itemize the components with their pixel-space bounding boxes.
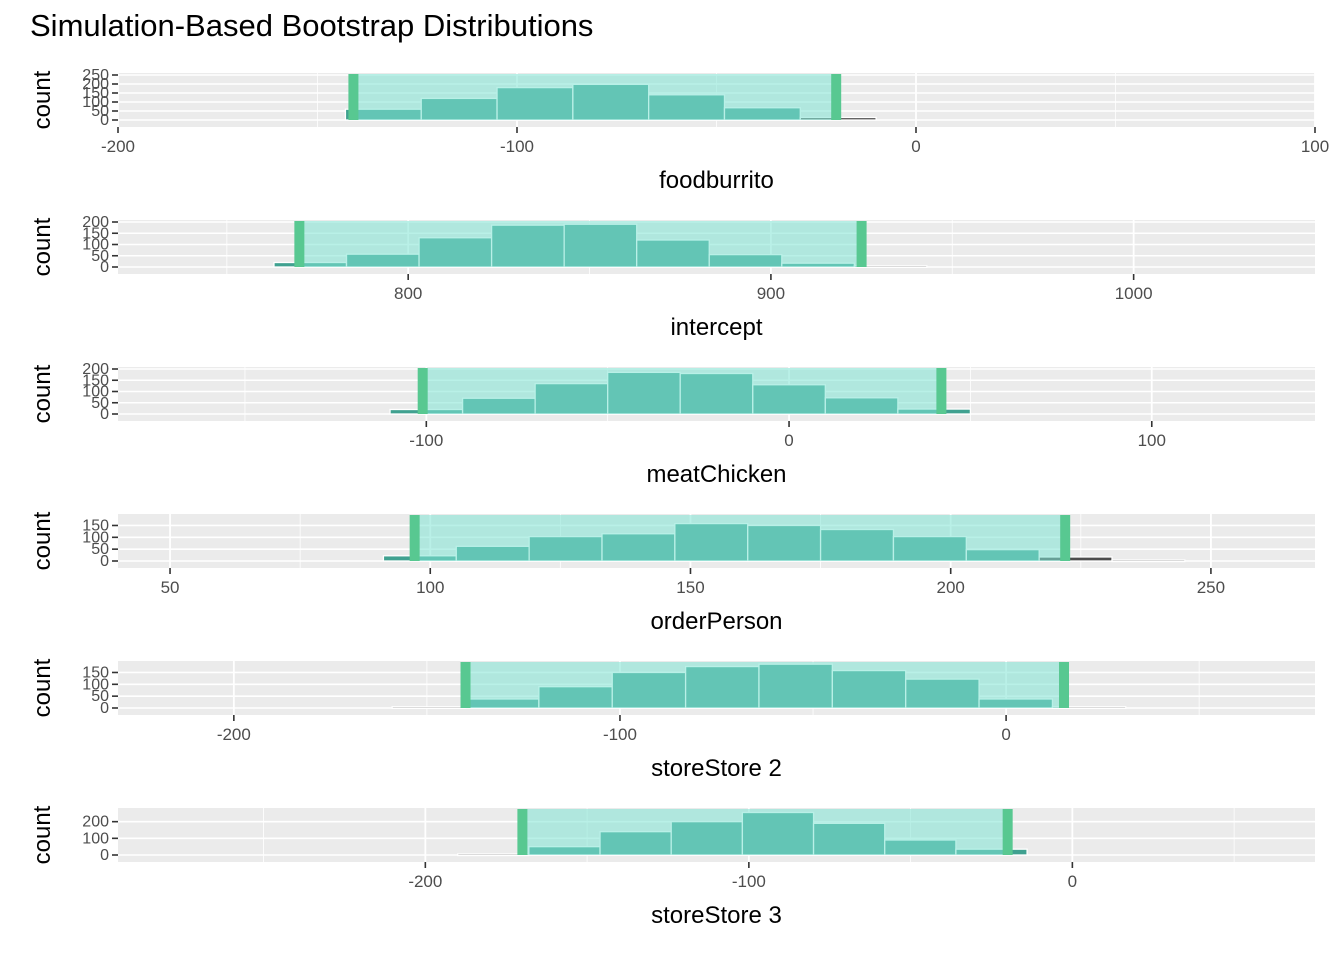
y-tick-label: 0 [100,553,109,570]
x-tick-label: 250 [1197,578,1225,597]
x-tick-label: 150 [676,578,704,597]
x-tick-label: 0 [1001,725,1010,744]
x-tick-label: 200 [937,578,965,597]
ci-upper-bound [856,221,867,267]
x-tick-label: 900 [757,284,785,303]
x-tick-label: -200 [101,137,135,156]
y-tick-label: 200 [82,814,109,831]
y-tick-label: 50 [91,395,109,412]
x-axis-title: meatChicken [646,461,786,488]
y-tick-label: 50 [91,541,109,558]
x-tick-label: 100 [1301,137,1329,156]
histogram-bar [391,706,467,709]
ci-upper-bound [936,368,947,414]
x-tick-label: 0 [1068,872,1077,891]
y-tick-label: 0 [100,847,109,864]
x-tick-label: -100 [603,725,637,744]
y-tick-label: 0 [100,406,109,423]
x-tick-label: 100 [416,578,444,597]
y-tick-label: 200 [82,214,109,231]
y-axis-title: count [29,217,56,276]
y-tick-label: 150 [82,664,109,681]
ci-upper-bound [1002,809,1013,855]
x-tick-label: 1000 [1115,284,1153,303]
ci-band [422,368,942,414]
y-tick-label: 100 [82,676,109,693]
ci-band [414,515,1066,561]
y-tick-label: 100 [82,830,109,847]
y-tick-label: 100 [82,384,109,401]
y-tick-label: 0 [100,700,109,717]
y-tick-label: 100 [82,529,109,546]
ci-lower-bound [517,809,528,855]
y-tick-label: 200 [82,76,109,93]
x-tick-label: 100 [1138,431,1166,450]
y-tick-label: 150 [82,225,109,242]
y-axis-title: count [29,658,56,717]
x-tick-label: -200 [217,725,251,744]
y-tick-label: 0 [100,259,109,276]
ci-lower-bound [409,515,420,561]
y-axis-title: count [29,70,56,129]
x-tick-label: -100 [409,431,443,450]
ci-band [522,809,1008,855]
ci-band [353,74,837,120]
x-axis-title: orderPerson [650,608,782,635]
x-axis-title: foodburrito [659,167,774,194]
y-tick-label: 50 [91,248,109,265]
chart-title: Simulation-Based Bootstrap Distributions [30,8,594,43]
y-tick-label: 150 [82,372,109,389]
y-axis-title: count [29,805,56,864]
x-tick-label: 50 [161,578,180,597]
ci-lower-bound [417,368,428,414]
y-axis-title: count [29,364,56,423]
x-tick-label: -200 [408,872,442,891]
ci-upper-bound [1059,662,1070,708]
y-tick-label: 200 [82,361,109,378]
ci-band [465,662,1065,708]
y-tick-label: 250 [82,67,109,84]
ci-upper-bound [1060,515,1071,561]
y-tick-label: 50 [91,688,109,705]
x-tick-label: 0 [911,137,920,156]
ci-lower-bound [460,662,471,708]
y-tick-label: 150 [82,517,109,534]
ci-band [299,221,862,267]
x-axis-title: storeStore 3 [651,902,782,929]
ci-lower-bound [348,74,359,120]
x-tick-label: 800 [394,284,422,303]
ci-lower-bound [294,221,305,267]
y-tick-label: 0 [100,112,109,129]
x-tick-label: 0 [784,431,793,450]
x-axis-title: intercept [670,314,762,341]
histogram-bar [1111,559,1186,563]
y-tick-label: 150 [82,85,109,102]
y-tick-label: 100 [82,94,109,111]
y-axis-title: count [29,511,56,570]
x-tick-label: -100 [732,872,766,891]
y-tick-label: 50 [91,103,109,120]
y-tick-label: 100 [82,237,109,254]
ci-upper-bound [831,74,842,120]
x-tick-label: -100 [500,137,534,156]
x-axis-title: storeStore 2 [651,755,782,782]
